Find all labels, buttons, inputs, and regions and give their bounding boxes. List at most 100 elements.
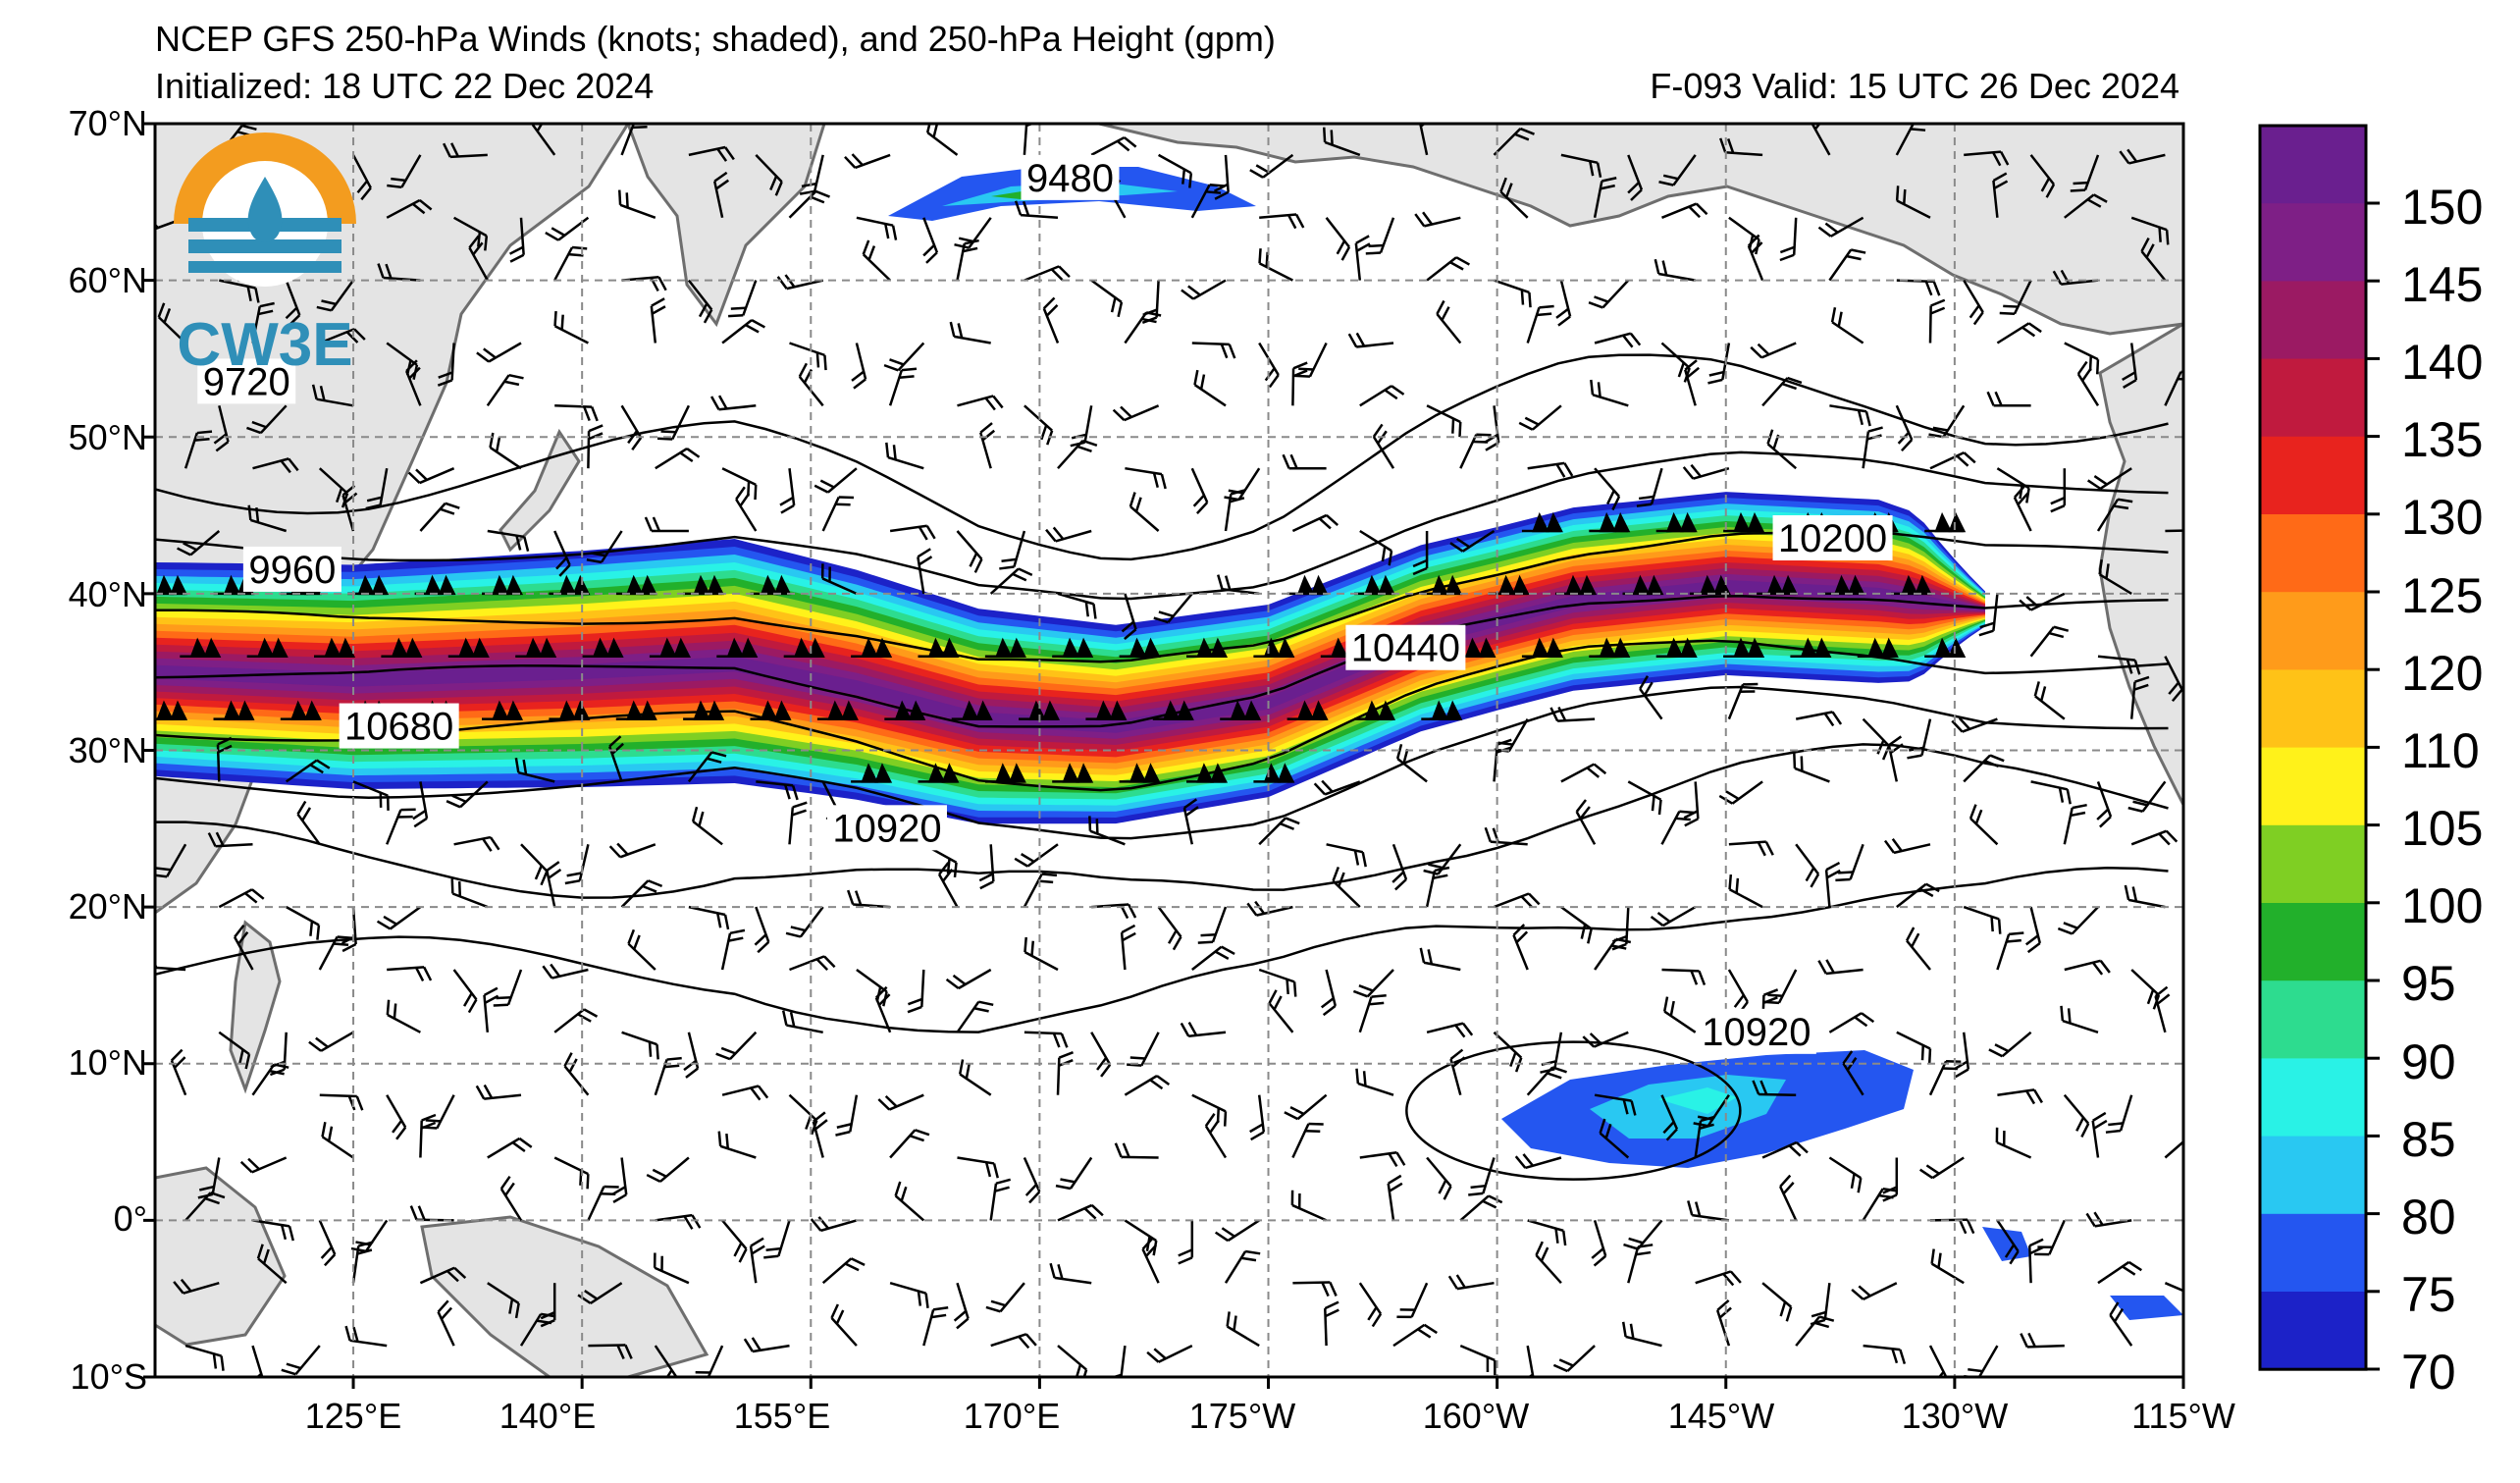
wind-barb [2097, 1260, 2142, 1285]
wind-barb [1024, 265, 1071, 282]
wind-barb [2034, 1219, 2066, 1256]
wind-barb [1426, 404, 1462, 438]
wind-barb [1549, 706, 1596, 722]
wind-barb [443, 142, 488, 159]
wind-barb [1599, 1118, 1630, 1159]
wind-barb [1024, 936, 1059, 972]
wind-barb [1924, 511, 1967, 533]
wind-barb [656, 404, 691, 441]
wind-barb [1882, 1157, 1899, 1202]
wind-barb [856, 968, 888, 1007]
wind-barb [2105, 1094, 2133, 1134]
wind-barb [1828, 248, 1866, 282]
wind-barb [1560, 763, 1607, 783]
wind-barb [344, 1325, 388, 1348]
wind-barb [350, 1219, 389, 1253]
wind-barb [1365, 217, 1395, 255]
wind-barb [1963, 279, 1984, 326]
wind-barb [386, 1094, 407, 1140]
wind-barb [2064, 342, 2100, 375]
wind-barb [978, 844, 995, 890]
wind-barb [450, 878, 489, 909]
wind-barb [508, 217, 525, 263]
lon-label-175w: 175°W [1188, 1396, 1296, 1436]
lat-label-60n: 60°N [68, 260, 147, 300]
wind-barb [386, 999, 421, 1033]
wind-barb [1623, 1219, 1663, 1250]
wind-barb [1224, 1249, 1261, 1284]
wind-barb [2063, 1093, 2090, 1138]
wind-barb [1995, 1127, 2032, 1159]
chart-title: NCEP GFS 250-hPa Winds (knots; shaded), … [155, 19, 1276, 59]
wind-barb [1359, 1150, 1406, 1168]
height-label-bg [339, 703, 459, 749]
wind-barb [990, 1333, 1037, 1350]
wind-barb [540, 1283, 556, 1328]
wind-barb [180, 637, 222, 658]
colorbar-label-150: 150 [2401, 180, 2484, 235]
wind-barb [1294, 342, 1328, 378]
wind-barb [788, 801, 808, 845]
wind-barb [1214, 1219, 1260, 1243]
wind-barb [1594, 332, 1642, 348]
colorbar-segment-100 [2260, 824, 2366, 904]
wind-barb [1190, 184, 1225, 219]
wind-barb [184, 1344, 225, 1371]
wind-barb [1779, 217, 1798, 262]
wind-barb [709, 395, 757, 411]
wind-barb [1824, 861, 1841, 908]
wind-barb [1662, 996, 1697, 1033]
wind-barb [247, 504, 288, 533]
wind-barb [486, 373, 524, 407]
wind-barb [611, 1157, 628, 1203]
wind-barb [1552, 1345, 1596, 1373]
wind-barb [1359, 385, 1405, 407]
wind-barb [1014, 200, 1059, 220]
wind-barb [1120, 924, 1136, 971]
lat-label-70n: 70°N [68, 103, 147, 143]
wind-barb [1284, 1093, 1328, 1121]
wind-barb [608, 842, 656, 859]
wind-barb [720, 928, 746, 971]
wind-barb [1594, 467, 1621, 511]
colorbar-segment-85 [2260, 1058, 2366, 1138]
wind-barb [1153, 593, 1193, 624]
wind-barb [1582, 1031, 1629, 1048]
wind-barb [922, 1305, 949, 1347]
wind-barb [779, 468, 796, 514]
wind-barb [683, 574, 725, 596]
wind-barb [1817, 216, 1864, 238]
height-contour [155, 639, 2169, 792]
wind-barb [1182, 798, 1199, 845]
wind-barb [2097, 655, 2141, 675]
wind-barb [476, 342, 522, 363]
wind-barb [2086, 467, 2132, 490]
wind-barb [888, 367, 918, 406]
wind-barb [1521, 637, 1563, 658]
colorbar-segment-135 [2260, 358, 2366, 438]
wind-barb [1795, 843, 1820, 888]
wind-barb [885, 442, 924, 470]
wind-barb [1014, 843, 1059, 868]
wind-barb [2060, 1005, 2099, 1033]
height-contour [155, 353, 2169, 561]
wind-barb [1124, 1219, 1158, 1256]
wind-barb [1414, 211, 1461, 228]
wind-barb [2019, 592, 2066, 611]
wind-barb [377, 263, 421, 282]
wind-barb [553, 530, 571, 577]
wind-barb [452, 969, 478, 1014]
wind-barb [248, 1345, 265, 1377]
wind-barb [2164, 1132, 2183, 1159]
lon-label-140e: 140°E [499, 1396, 597, 1436]
wind-barb [1423, 843, 1462, 875]
wind-barb [453, 835, 500, 852]
wind-barb [499, 1175, 523, 1222]
wind-barb [1521, 511, 1563, 533]
wind-barb [889, 1281, 929, 1308]
wind-barb [1326, 843, 1367, 868]
wind-barb [821, 1257, 866, 1285]
wind-barb [1224, 467, 1261, 502]
wind-barb [754, 906, 770, 954]
lon-label-145w: 145°W [1667, 1396, 1775, 1436]
